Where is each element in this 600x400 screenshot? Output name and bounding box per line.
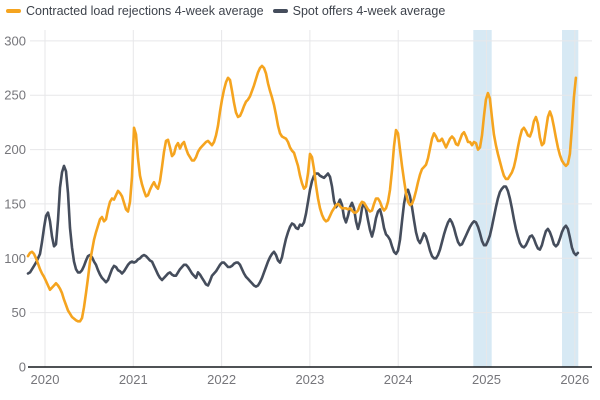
y-tick-label: 0 xyxy=(19,360,26,375)
legend-item-contracted-load-rejections: Contracted load rejections 4-week averag… xyxy=(6,4,264,18)
legend: Contracted load rejections 4-week averag… xyxy=(6,4,445,18)
legend-swatch-orange-icon xyxy=(6,9,21,13)
y-tick-label: 50 xyxy=(12,305,26,320)
legend-item-spot-offers: Spot offers 4-week average xyxy=(272,4,446,18)
x-tick-label: 2026 xyxy=(560,372,589,387)
highlight-band xyxy=(473,30,492,367)
y-tick-label: 300 xyxy=(4,33,26,48)
series-line-spot-offers xyxy=(26,164,580,288)
x-tick-label: 2021 xyxy=(119,372,148,387)
legend-label-contracted-load-rejections: Contracted load rejections 4-week averag… xyxy=(26,4,264,18)
x-tick-label: 2023 xyxy=(295,372,324,387)
y-tick-label: 150 xyxy=(4,196,26,211)
series-line-contracted-load-rejections xyxy=(26,64,578,323)
x-tick-label: 2024 xyxy=(384,372,413,387)
legend-swatch-slate-icon xyxy=(272,9,288,13)
legend-label-spot-offers: Spot offers 4-week average xyxy=(292,4,446,18)
highlight-band xyxy=(562,30,579,367)
y-tick-label: 250 xyxy=(4,88,26,103)
x-tick-label: 2020 xyxy=(31,372,60,387)
y-tick-label: 200 xyxy=(4,142,26,157)
x-tick-label: 2022 xyxy=(207,372,236,387)
y-tick-label: 100 xyxy=(4,251,26,266)
x-tick-label: 2025 xyxy=(472,372,501,387)
